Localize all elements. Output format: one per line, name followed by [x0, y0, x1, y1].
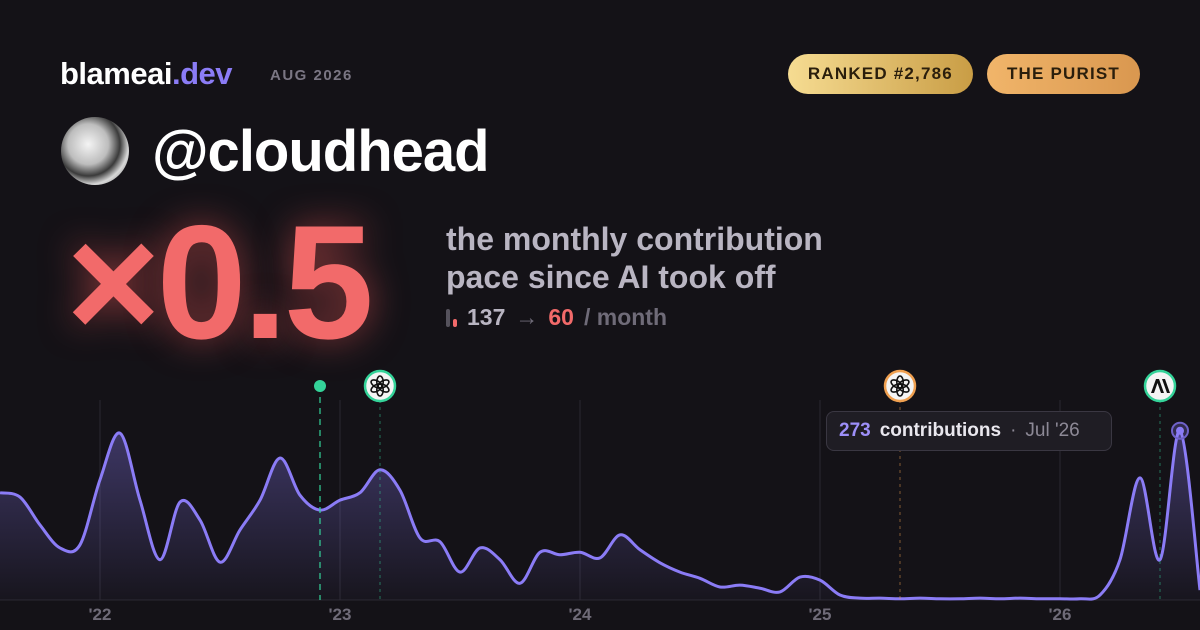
pace-after: 60 — [548, 304, 574, 330]
description: the monthly contribution pace since AI t… — [446, 220, 823, 296]
event-icon — [363, 369, 397, 403]
badges: RANKED #2,786 THE PURIST — [787, 54, 1140, 94]
openai-petal — [370, 379, 383, 389]
event-marker — [1143, 369, 1177, 600]
pace: 137 → 60 / month — [446, 304, 667, 331]
pace-unit: / month — [583, 304, 668, 330]
description-line: pace since AI took off — [446, 259, 776, 295]
x-tick-label: '24 — [569, 605, 592, 624]
brand: blameai.dev — [60, 56, 232, 92]
event-dot — [314, 380, 326, 392]
area — [0, 430, 1200, 600]
pace-icon — [446, 308, 457, 327]
brand-suffix: .dev — [171, 56, 233, 91]
tooltip: 273 contributions · Jul '26 — [826, 411, 1112, 451]
line — [0, 429, 1200, 601]
event-marker — [363, 369, 397, 600]
date: AUG 2026 — [270, 67, 353, 84]
multiplier: ×0.5 — [66, 192, 374, 373]
tooltip-date: Jul '26 — [1025, 420, 1080, 441]
tooltip-label: contributions — [879, 420, 1002, 441]
anthropic-logo — [1151, 379, 1170, 393]
handle: @cloudhead — [152, 119, 490, 184]
x-tick-label: '23 — [329, 605, 352, 624]
x-tick-label: '25 — [809, 605, 832, 624]
highlight-point — [1176, 426, 1184, 435]
avatar — [61, 117, 129, 185]
event-icon — [883, 369, 917, 403]
x-tick-label: '26 — [1049, 605, 1072, 624]
x-tick-label: '22 — [89, 605, 112, 624]
pace-arrow: → — [515, 304, 539, 330]
pace-before: 137 — [467, 304, 506, 330]
event-marker — [314, 380, 326, 600]
rank-badge: RANKED #2,786 — [787, 54, 973, 94]
tooltip-value: 273 — [839, 420, 871, 441]
tooltip-separator: · — [1010, 420, 1017, 441]
brand-name: blameai — [60, 56, 172, 91]
title-badge: THE PURIST — [986, 54, 1140, 94]
openai-petal — [890, 379, 903, 389]
event-marker — [883, 369, 917, 600]
description-line: the monthly contribution — [446, 221, 823, 257]
